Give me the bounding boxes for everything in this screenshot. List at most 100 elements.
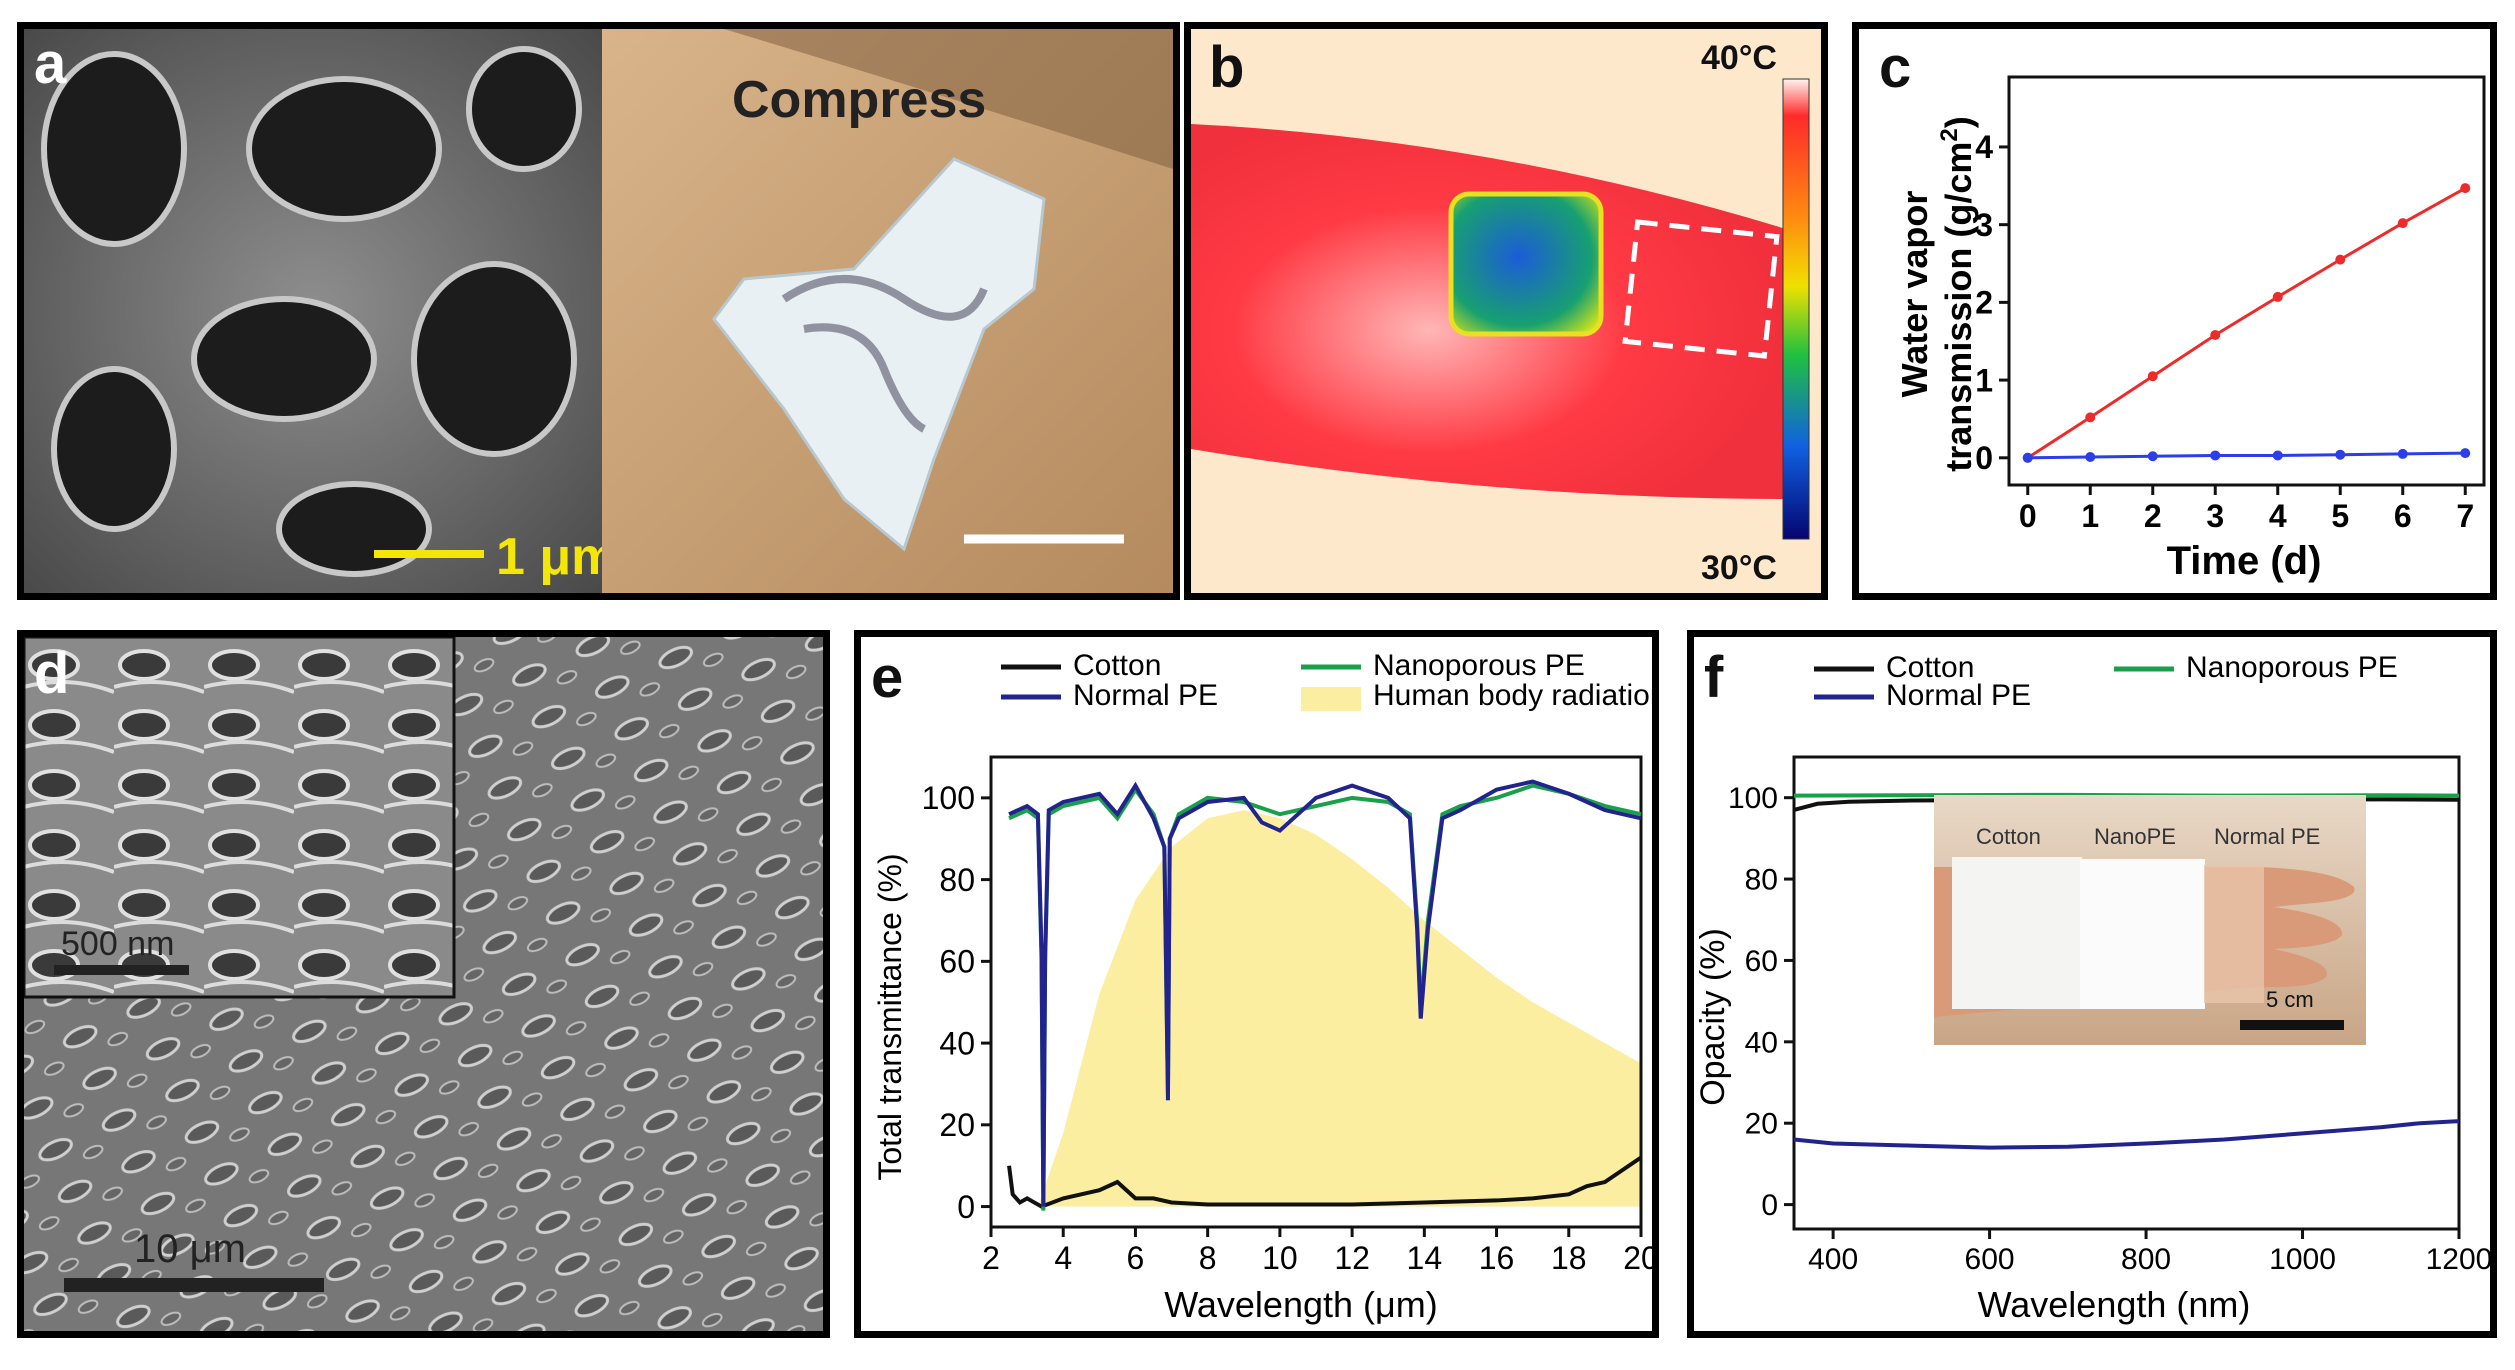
temp-max-label: 40°C bbox=[1701, 39, 1777, 77]
panel-d-images: 500 nm 10 μm bbox=[24, 637, 823, 1331]
y-tick-label: 40 bbox=[939, 1025, 975, 1061]
x-tick-label: 4 bbox=[1054, 1240, 1072, 1276]
panel-f: Opacity (%) Wavelength (nm) 400 600 800 100… bbox=[1687, 630, 2497, 1338]
legend-label: Human body radiation bbox=[1373, 679, 1652, 712]
chart-f-xlabel: Wavelength (nm) bbox=[1978, 1284, 2251, 1325]
scale-bar-a-label: 1 μm bbox=[496, 528, 617, 586]
y-tick-label: 60 bbox=[939, 944, 975, 980]
sem-inset-d bbox=[24, 637, 456, 999]
legend-label: Nanoporous PE bbox=[2186, 651, 2398, 684]
reference-box bbox=[1622, 219, 1780, 359]
x-tick-label: 600 bbox=[1965, 1243, 2015, 1276]
chart-e-frame bbox=[989, 755, 1643, 1229]
x-tick-label: 20 bbox=[1623, 1240, 1652, 1276]
y-tick-label: 4 bbox=[1975, 129, 1993, 165]
x-tick-label: 12 bbox=[1334, 1240, 1370, 1276]
cotton-sample bbox=[1952, 857, 2082, 1009]
panel-a-images: 1 μm Compress bbox=[24, 29, 1173, 593]
x-tick-label: 18 bbox=[1551, 1240, 1587, 1276]
y-tick-label: 20 bbox=[939, 1107, 975, 1143]
y-tick-label: 40 bbox=[1745, 1026, 1778, 1059]
data-point bbox=[2147, 371, 2158, 382]
x-tick-label: 3 bbox=[2206, 498, 2224, 534]
compress-label: Compress bbox=[732, 71, 986, 129]
legend-label: Cotton bbox=[1073, 649, 1161, 682]
data-point bbox=[2022, 452, 2033, 463]
photo-label-normal-pe: Normal PE bbox=[2214, 824, 2320, 849]
hand-photo-inset: Cotton NanoPE Normal PE 5 cm bbox=[1934, 795, 2366, 1045]
panel-a: 1 μm Compress a bbox=[17, 22, 1180, 600]
series-line-0 bbox=[2026, 186, 2466, 460]
data-point bbox=[2460, 183, 2471, 194]
chart-c-frame bbox=[2007, 75, 2486, 487]
series-line-1 bbox=[1007, 1155, 1643, 1209]
x-tick-label: 1200 bbox=[2426, 1243, 2490, 1276]
data-point bbox=[2147, 451, 2158, 462]
y-tick-label: 80 bbox=[1745, 864, 1778, 897]
panel-label-a: a bbox=[34, 31, 67, 96]
data-point bbox=[2272, 450, 2283, 461]
legend-label: Cotton bbox=[1886, 651, 1974, 684]
temperature-colorbar bbox=[1782, 78, 1810, 540]
panel-label-f: f bbox=[1704, 645, 1724, 710]
chart-f-frame bbox=[1792, 755, 2461, 1231]
data-point bbox=[2272, 291, 2283, 302]
y-tick-label: 0 bbox=[957, 1189, 975, 1225]
y-tick-label: 100 bbox=[1728, 782, 1778, 815]
x-tick-label: 800 bbox=[2121, 1243, 2171, 1276]
panel-e: Total transmittance (%) Wavelength (μm) … bbox=[854, 630, 1659, 1338]
x-tick-label: 14 bbox=[1407, 1240, 1443, 1276]
x-tick-label: 5 bbox=[2331, 498, 2349, 534]
x-tick-label: 2 bbox=[982, 1240, 1000, 1276]
data-point bbox=[2397, 218, 2408, 229]
series-area-0 bbox=[1037, 810, 1641, 1207]
x-tick-label: 1 bbox=[2081, 498, 2099, 534]
legend-label: Nanoporous PE bbox=[1373, 649, 1585, 682]
y-tick-label: 20 bbox=[1745, 1108, 1778, 1141]
y-tick-label: 1 bbox=[1975, 362, 1993, 398]
photo-label-cotton: Cotton bbox=[1976, 824, 2041, 849]
series-line-2 bbox=[1793, 1119, 2460, 1150]
data-point bbox=[2210, 330, 2221, 341]
normal-pe-sample bbox=[2204, 865, 2264, 1003]
legend-swatch bbox=[1301, 687, 1361, 711]
legend-label: Normal PE bbox=[1073, 679, 1218, 712]
panel-c: Water vapor transmission (g/cm2) Time (d… bbox=[1852, 22, 2497, 600]
chart-e-plot: 2 4 6 8 10 12 14 16 18 20 0 20 40 60 80 100 Cotton Nanopo… bbox=[922, 649, 1652, 1276]
chart-e: Total transmittance (%) Wavelength (μm) … bbox=[872, 649, 1652, 1325]
y-tick-label: 60 bbox=[1745, 945, 1778, 978]
data-point bbox=[2335, 449, 2346, 460]
photo-label-nanope: NanoPE bbox=[2094, 824, 2176, 849]
cool-patch bbox=[1448, 191, 1604, 337]
data-point bbox=[2210, 450, 2221, 461]
main-scale-label: 10 μm bbox=[134, 1227, 246, 1271]
panel-b: 40°C 30°C b bbox=[1184, 22, 1828, 600]
panel-label-e: e bbox=[871, 645, 904, 710]
inset-scale-label: 500 nm bbox=[61, 925, 174, 963]
x-tick-label: 4 bbox=[2269, 498, 2287, 534]
x-tick-label: 16 bbox=[1479, 1240, 1515, 1276]
x-tick-label: 7 bbox=[2456, 498, 2474, 534]
legend-label: Normal PE bbox=[1886, 679, 2031, 712]
chart-f: Opacity (%) Wavelength (nm) 400 600 800 100… bbox=[1694, 651, 2490, 1325]
x-tick-label: 400 bbox=[1808, 1243, 1858, 1276]
data-point bbox=[2335, 254, 2346, 265]
chart-e-xlabel: Wavelength (μm) bbox=[1164, 1284, 1437, 1325]
panel-label-c: c bbox=[1879, 35, 1912, 100]
data-point bbox=[2085, 452, 2096, 463]
series-line-1 bbox=[2027, 451, 2466, 460]
y-tick-label: 0 bbox=[1975, 440, 1993, 476]
y-tick-label: 2 bbox=[1975, 285, 1993, 321]
x-tick-label: 0 bbox=[2019, 498, 2037, 534]
panel-d: 500 nm 10 μm d bbox=[17, 630, 830, 1338]
y-tick-label: 0 bbox=[1761, 1189, 1778, 1222]
chart-c-xlabel: Time (d) bbox=[2167, 539, 2322, 583]
x-tick-label: 8 bbox=[1199, 1240, 1217, 1276]
data-point bbox=[2085, 412, 2096, 423]
chart-f-plot: 400 600 800 1000 1200 0 20 40 60 80 100 Cotton Nanop… bbox=[1728, 651, 2490, 1276]
chart-e-ylabel: Total transmittance (%) bbox=[872, 853, 908, 1180]
y-tick-label: 80 bbox=[939, 862, 975, 898]
chart-f-ylabel: Opacity (%) bbox=[1694, 928, 1732, 1106]
sem-pores bbox=[41, 46, 582, 577]
x-tick-label: 6 bbox=[1127, 1240, 1145, 1276]
